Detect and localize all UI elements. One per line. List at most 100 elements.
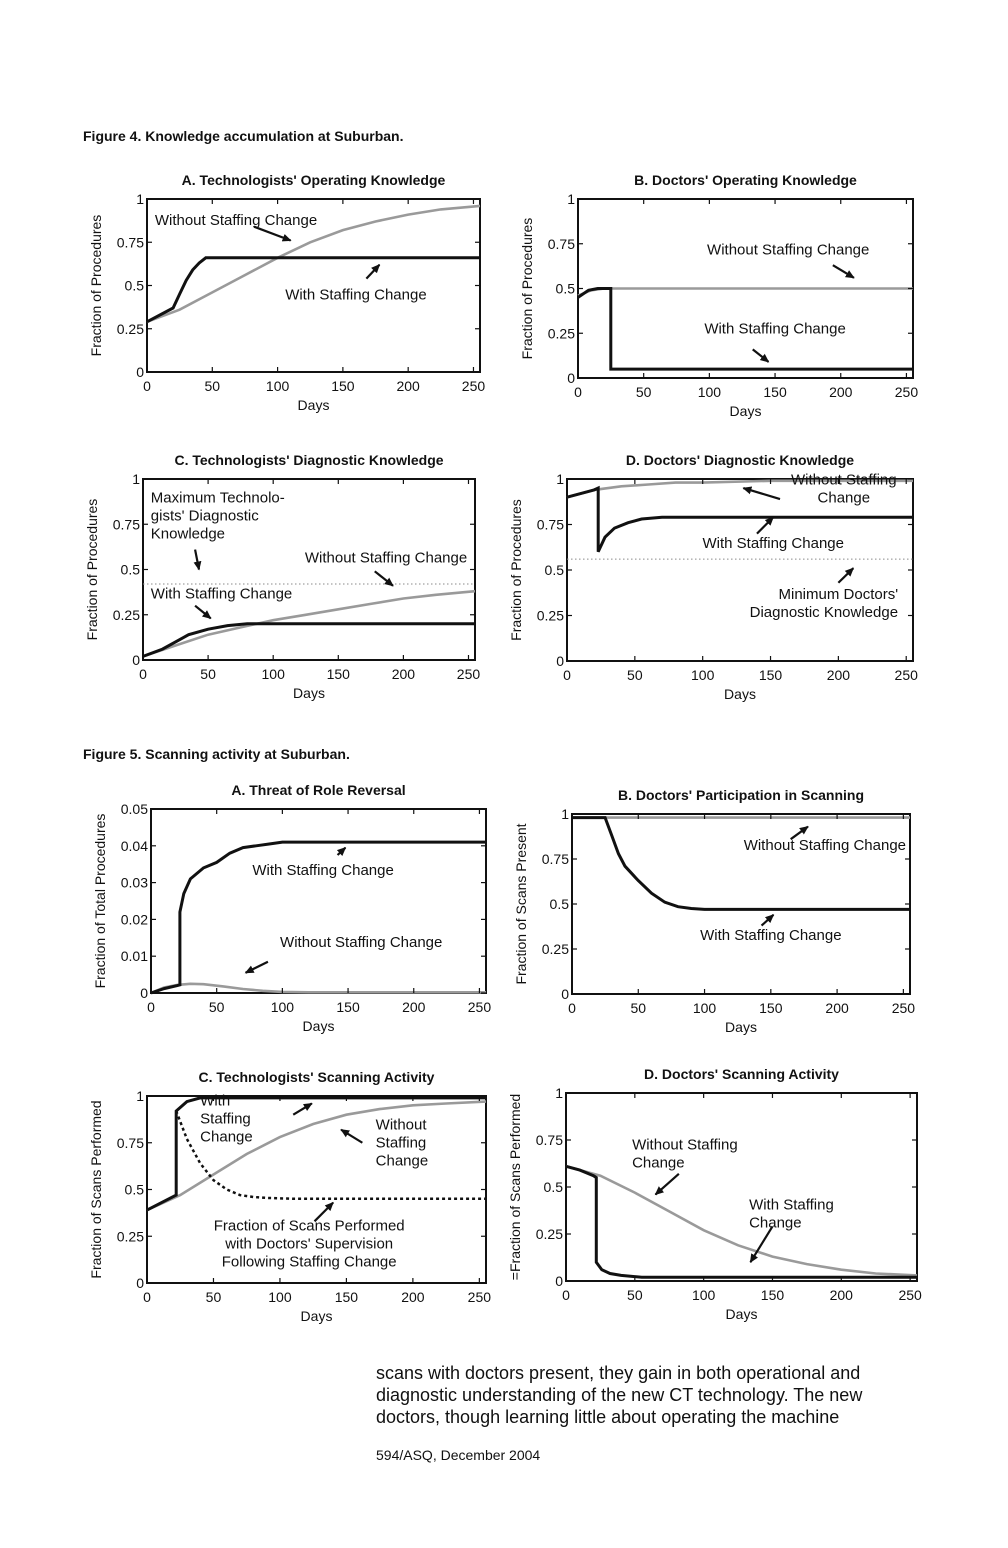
y-tick-label: 0.25	[548, 325, 575, 341]
x-tick-label: 150	[763, 384, 787, 400]
annotation-line: Without Staffing	[632, 1136, 738, 1153]
x-tick-label: 50	[627, 1287, 643, 1303]
y-tick-label: 1	[555, 1085, 563, 1101]
y-tick-label: 0.01	[121, 948, 148, 964]
annotation-label: With Staffing Change	[703, 535, 844, 552]
annotation-arrow	[752, 348, 770, 363]
annotation-arrow	[365, 263, 381, 280]
y-tick-label: 0.75	[113, 516, 140, 532]
annotation-line: With	[200, 1092, 230, 1109]
y-tick-label: 1	[556, 471, 564, 487]
x-tick-label: 200	[830, 1287, 854, 1303]
annotation-arrow	[654, 1173, 680, 1196]
y-tick-label: 0.5	[545, 562, 565, 578]
x-axis-label: Days	[730, 403, 762, 419]
y-tick-label: 0.25	[113, 607, 140, 623]
annotation-line: gists' Diagnostic	[151, 508, 259, 525]
x-tick-label: 250	[468, 1289, 492, 1305]
x-tick-label: 200	[392, 666, 416, 682]
y-tick-label: 1	[136, 1088, 144, 1104]
chart-title: B. Doctors' Participation in Scanning	[618, 787, 864, 803]
y-tick-label: 0.25	[117, 321, 144, 337]
annotation-line: With Staffing Change	[700, 927, 841, 944]
annotation-line: Change	[200, 1128, 253, 1145]
annotation-label: Without Staffing Change	[376, 1117, 429, 1170]
x-tick-label: 250	[468, 999, 492, 1015]
series-line-black	[565, 1164, 917, 1279]
x-tick-label: 0	[563, 667, 571, 683]
annotation-arrow	[292, 1102, 313, 1116]
series-line-black	[142, 622, 475, 658]
body-text-line: doctors, though learning little about op…	[376, 1407, 840, 1427]
x-tick-label: 0	[143, 378, 151, 394]
series-line-dashed	[175, 1110, 486, 1201]
x-tick-label: 50	[636, 384, 652, 400]
annotation-line: Without Staffing	[791, 471, 897, 488]
y-tick-label: 0.04	[121, 838, 148, 854]
x-tick-label: 100	[268, 1289, 292, 1305]
x-tick-label: 100	[693, 1000, 717, 1016]
y-tick-label: 0	[132, 652, 140, 668]
y-axis-label: Fraction of Procedures	[84, 499, 100, 641]
chart-title: D. Doctors' Scanning Activity	[644, 1066, 839, 1082]
y-tick-label: 0	[556, 653, 564, 669]
x-tick-label: 150	[331, 378, 355, 394]
annotation-arrow	[749, 1225, 774, 1264]
x-tick-label: 50	[209, 999, 225, 1015]
annotation-arrow	[244, 960, 269, 974]
annotation-line: With Staffing Change	[285, 286, 426, 303]
chart-title: C. Technologists' Scanning Activity	[199, 1069, 435, 1085]
x-axis-label: Days	[293, 685, 325, 701]
x-tick-label: 50	[627, 667, 643, 683]
x-tick-label: 250	[892, 1000, 916, 1016]
annotation-line: With Staffing Change	[252, 862, 393, 879]
y-tick-label: 0.25	[536, 1226, 563, 1242]
y-axis-label: Fraction of Scans Performed	[88, 1100, 104, 1278]
y-tick-label: 0	[561, 986, 569, 1002]
x-tick-label: 200	[402, 999, 426, 1015]
x-axis-label: Days	[298, 397, 330, 413]
y-tick-label: 0.75	[117, 234, 144, 250]
y-tick-label: 0.75	[117, 1135, 144, 1151]
annotation-line: Minimum Doctors'	[779, 586, 899, 603]
annotation-label: Without Staffing Change	[744, 837, 906, 854]
annotation-line: Change	[749, 1215, 802, 1232]
body-text-line: diagnostic understanding of the new CT t…	[376, 1385, 863, 1405]
annotation-line: Diagnostic Knowledge	[750, 604, 898, 621]
x-tick-label: 200	[396, 378, 420, 394]
annotation-label: Maximum Technolo-gists' Diagnostic Knowle…	[151, 490, 285, 543]
annotation-label: Minimum Doctors' Diagnostic Knowledge	[750, 586, 899, 621]
y-tick-label: 0.03	[121, 875, 148, 891]
x-tick-label: 0	[574, 384, 582, 400]
annotation-arrow	[194, 604, 212, 620]
x-tick-label: 100	[692, 1287, 716, 1303]
y-axis-label: Fraction of Procedures	[88, 215, 104, 357]
chart-title: A. Technologists' Operating Knowledge	[182, 172, 446, 188]
annotation-line: With Staffing Change	[703, 535, 844, 552]
x-tick-label: 50	[630, 1000, 646, 1016]
annotation-line: With Staffing	[749, 1197, 834, 1214]
series-line-black	[566, 485, 913, 553]
x-tick-label: 0	[139, 666, 147, 682]
y-tick-label: 1	[567, 191, 575, 207]
annotation-label: Without Staffing Change	[305, 549, 467, 566]
x-tick-label: 100	[698, 384, 722, 400]
annotation-arrow	[742, 486, 781, 501]
annotation-line: Without Staffing Change	[707, 241, 869, 258]
y-tick-label: 0.25	[117, 1228, 144, 1244]
series-line-black	[150, 840, 486, 995]
x-axis-label: Days	[726, 1306, 758, 1322]
x-tick-label: 0	[562, 1287, 570, 1303]
annotation-line: Following Staffing Change	[222, 1254, 397, 1271]
x-tick-label: 250	[457, 666, 481, 682]
annotation-arrow	[313, 1201, 334, 1223]
y-tick-label: 0.5	[125, 278, 145, 294]
annotation-line: With Staffing Change	[151, 585, 292, 602]
chart-title: A. Threat of Role Reversal	[231, 782, 405, 798]
y-tick-label: 0.5	[556, 281, 576, 297]
